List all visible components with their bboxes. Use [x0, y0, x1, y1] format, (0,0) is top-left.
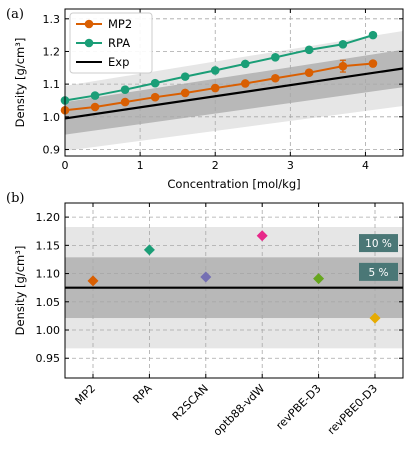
data-point-revpbe-d3: [313, 273, 325, 285]
tolerance-badge-label: 10 %: [365, 238, 392, 250]
data-point-mp2: [210, 83, 220, 93]
x-axis-title: Concentration [mol/kg]: [167, 177, 300, 191]
y-tick-label: 1.20: [36, 211, 61, 224]
panel-label-b: (b): [6, 191, 24, 206]
legend-label-rpa: RPA: [108, 36, 130, 50]
legend: MP2 RPA Exp: [69, 12, 153, 74]
tolerance-badge: [359, 262, 398, 281]
y-tick-label: 1.3: [43, 13, 61, 26]
panel-a: 0 1 2 3 4 0.9 1.0 1.1 1.2 1.3 Concentration [mol/k…: [6, 7, 404, 191]
y-tick-label: 1.05: [36, 296, 61, 309]
data-point-mp2: [90, 102, 100, 112]
data-point-mp2: [304, 68, 314, 77]
data-point-rpa: [180, 72, 190, 81]
data-point-rpa: [90, 91, 100, 100]
y-axis-title: Density [g/cm³]: [13, 246, 27, 336]
x-tick-label: 3: [287, 159, 294, 172]
panel-b: 10 % 5 % 0.95 1.00 1.05 1.10 1.15 1.20 MP2 RPA R2S…: [6, 191, 404, 439]
data-point-mp2: [120, 97, 130, 107]
grid-b: [65, 203, 403, 378]
x-tick-label: revPBE-D3: [273, 382, 323, 432]
data-point-mp2: [338, 61, 348, 71]
legend-label-mp2: MP2: [108, 17, 132, 31]
x-tick-label: 0: [62, 159, 69, 172]
data-point-rpa: [271, 53, 280, 62]
y-tick-label: 1.10: [36, 268, 61, 281]
y-axis-title: Density [g/cm³]: [13, 38, 27, 128]
data-point-rpa: [143, 244, 155, 256]
y-tick-label: 1.0: [43, 111, 61, 124]
legend-label-exp: Exp: [108, 55, 129, 69]
data-point-rpa: [338, 39, 348, 49]
legend-marker-mp2: [84, 19, 94, 29]
tolerance-badge-label: 5 %: [369, 267, 389, 279]
data-point-mp2: [368, 59, 378, 68]
x-tick-label: R2SCAN: [170, 382, 211, 423]
data-point-rpa: [120, 85, 130, 94]
y-tick-label: 1.1: [43, 78, 61, 91]
data-point-r2scan: [200, 271, 212, 283]
x-tick-label: 4: [362, 159, 369, 172]
data-point-revpbe0-d3: [369, 312, 381, 324]
x-tick-label: RPA: [130, 382, 154, 406]
data-point-rpa: [210, 66, 220, 75]
data-point-mp2: [240, 79, 250, 88]
plot-frame-b: [64, 202, 404, 379]
x-tick-label: optb88-vdW: [211, 382, 268, 439]
y-tick-label: 1.2: [43, 45, 61, 58]
x-tick-label: MP2: [73, 382, 99, 408]
x-tick-label: 1: [137, 159, 144, 172]
data-point-mp2: [180, 88, 190, 98]
data-point-rpa: [368, 30, 378, 40]
y-tick-label: 0.95: [36, 352, 61, 365]
data-point-optb88-vdw: [256, 230, 268, 242]
tolerance-badge: [359, 234, 398, 253]
y-tick-label: 1.15: [36, 239, 61, 252]
data-point-mp2: [87, 275, 99, 287]
x-tick-label: revPBE0-D3: [325, 382, 380, 437]
data-point-mp2: [271, 73, 280, 83]
data-point-rpa: [150, 78, 160, 88]
y-tick-label: 1.00: [36, 324, 61, 337]
data-point-rpa: [240, 59, 250, 69]
data-point-mp2: [150, 92, 160, 102]
data-point-rpa: [304, 45, 314, 55]
x-tick-label: 2: [212, 159, 219, 172]
series-line-exp: [65, 67, 403, 120]
panel-label-a: (a): [6, 7, 24, 22]
legend-marker-rpa: [84, 38, 94, 48]
plot-frame-a: [64, 8, 404, 157]
y-tick-label: 0.9: [43, 143, 61, 156]
